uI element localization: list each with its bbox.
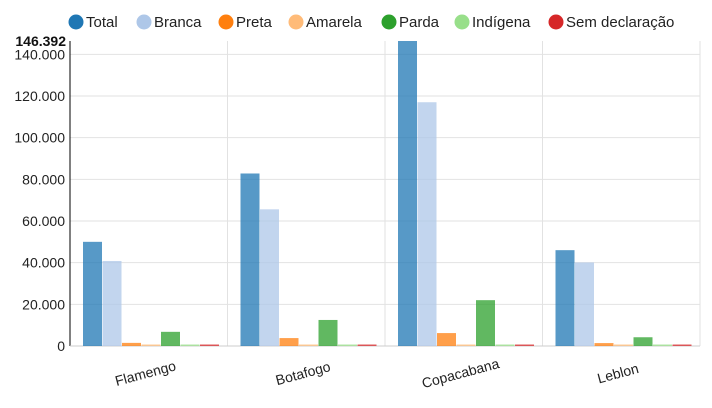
legend-item-preta[interactable]: Preta (218, 14, 273, 31)
legend-item-sem-declaracao[interactable]: Sem declaração (548, 14, 675, 31)
y-tick-label: 60.000 (22, 213, 65, 229)
legend-swatch (136, 14, 152, 30)
bar-group-flamengo (83, 241, 219, 347)
bar-botafogo-branca[interactable] (260, 209, 279, 346)
legend-swatch (68, 14, 84, 30)
y-tick-label: 80.000 (22, 171, 65, 187)
legend-label: Total (86, 14, 118, 31)
x-axis: Flamengo Botafogo Copacabana Leblon (113, 355, 640, 391)
bar-botafogo-sem-declaracao[interactable] (357, 344, 377, 347)
y-tick-label: 0 (57, 338, 65, 354)
bar-copacabana-amarela[interactable] (456, 344, 476, 347)
bar-botafogo-indigena[interactable] (338, 344, 357, 347)
bar-flamengo-parda[interactable] (161, 331, 180, 346)
legend-swatch (381, 14, 397, 30)
bars (83, 41, 692, 346)
bar-copacabana-sem-declaracao[interactable] (515, 344, 534, 347)
legend-item-indigena[interactable]: Indígena (454, 14, 532, 31)
bar-botafogo-preta[interactable] (279, 338, 299, 346)
bar-leblon-amarela[interactable] (614, 344, 633, 347)
legend-label: Parda (399, 14, 440, 31)
legend-item-branca[interactable]: Branca (136, 14, 203, 31)
x-tick-label: Copacabana (420, 355, 501, 391)
bar-group-leblon (555, 250, 692, 347)
x-tick-label: Flamengo (113, 357, 177, 389)
bar-leblon-parda[interactable] (633, 337, 653, 346)
bar-leblon-indigena[interactable] (653, 344, 672, 347)
bar-copacabana-parda[interactable] (476, 300, 495, 346)
legend-item-amarela[interactable]: Amarela (288, 14, 363, 31)
legend-label: Preta (236, 14, 273, 31)
bar-copacabana-branca[interactable] (417, 102, 437, 346)
bar-flamengo-sem-declaracao[interactable] (200, 344, 219, 347)
y-tick-label: 100.000 (14, 130, 65, 146)
x-tick-label: Botafogo (274, 358, 332, 388)
y-max-label: 146.392 (15, 33, 66, 49)
bar-botafogo-amarela[interactable] (299, 344, 318, 347)
legend-swatch (288, 14, 304, 30)
gridlines (70, 41, 701, 346)
bar-group-botafogo (240, 173, 377, 347)
legend-swatch (454, 14, 470, 30)
legend-label: Amarela (306, 14, 363, 31)
bar-flamengo-indigena[interactable] (180, 344, 200, 347)
y-tick-label: 20.000 (22, 296, 65, 312)
legend-label: Sem declaração (566, 14, 674, 31)
bar-leblon-branca[interactable] (575, 262, 594, 346)
bar-group-copacabana (398, 41, 534, 346)
legend-swatch (218, 14, 234, 30)
legend-item-parda[interactable]: Parda (381, 14, 440, 31)
bar-flamengo-total[interactable] (83, 241, 102, 346)
bar-flamengo-preta[interactable] (122, 342, 141, 346)
y-tick-label: 40.000 (22, 255, 65, 271)
y-axis: 0 20.000 40.000 60.000 80.000 100.000 120.000 1… (14, 33, 700, 354)
bar-flamengo-amarela[interactable] (141, 344, 161, 347)
legend-item-total[interactable]: Total (68, 14, 118, 31)
bar-botafogo-total[interactable] (240, 173, 260, 346)
legend-swatch (548, 14, 564, 30)
bar-copacabana-total[interactable] (398, 41, 417, 346)
x-tick-label: Leblon (596, 360, 641, 386)
bar-copacabana-indigena[interactable] (495, 344, 515, 347)
bar-botafogo-parda[interactable] (318, 319, 338, 346)
bar-flamengo-branca[interactable] (102, 260, 122, 346)
legend: Total Branca Preta Amarela Parda Indígena Sem … (68, 14, 675, 31)
y-tick-label: 140.000 (14, 46, 65, 62)
legend-label: Indígena (472, 14, 531, 31)
y-tick-label: 120.000 (14, 88, 65, 104)
bar-leblon-preta[interactable] (594, 343, 614, 346)
legend-label: Branca (154, 14, 202, 31)
bar-leblon-total[interactable] (555, 250, 575, 346)
bar-leblon-sem-declaracao[interactable] (672, 344, 692, 347)
bar-copacabana-preta[interactable] (437, 333, 456, 346)
